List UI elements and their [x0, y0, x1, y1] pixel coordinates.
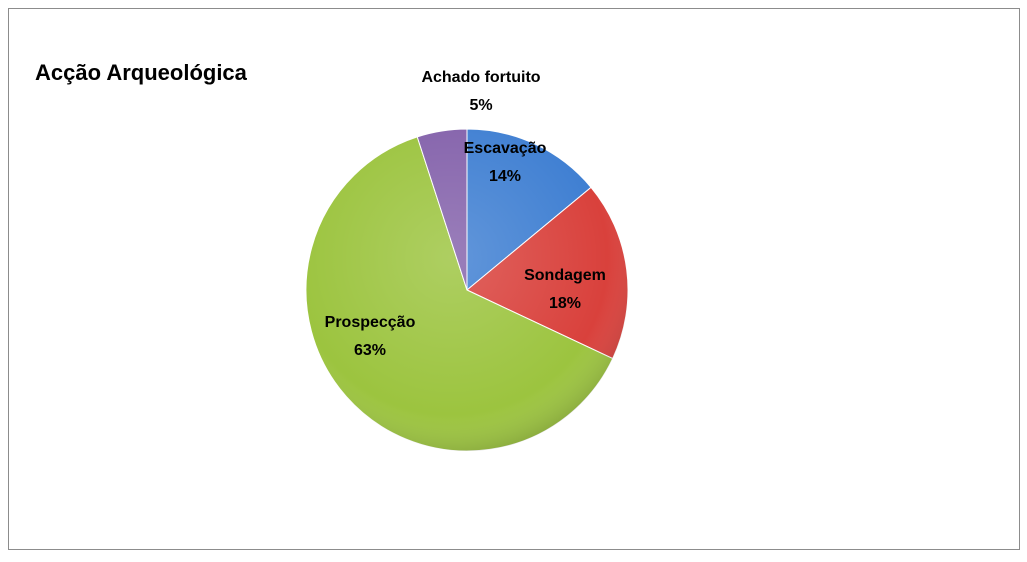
data-label: Achado fortuito 5%: [421, 69, 540, 114]
label-category: Escavação: [464, 140, 547, 157]
label-value: 63%: [354, 342, 386, 359]
data-label: Prospecção 63%: [325, 314, 416, 359]
label-category: Prospecção: [325, 314, 416, 331]
pie: [305, 128, 629, 452]
label-value: 18%: [549, 295, 581, 312]
data-labels: Escavação 14% Sondagem 18% Prospecção 63% Acha…: [325, 69, 606, 359]
data-label: Escavação 14%: [464, 140, 547, 185]
label-value: 5%: [469, 97, 492, 114]
label-category: Sondagem: [524, 267, 606, 284]
label-value: 14%: [489, 168, 521, 185]
label-category: Achado fortuito: [421, 69, 540, 86]
chart-title: Acção Arqueológica: [35, 60, 248, 85]
data-label: Sondagem 18%: [524, 267, 606, 312]
